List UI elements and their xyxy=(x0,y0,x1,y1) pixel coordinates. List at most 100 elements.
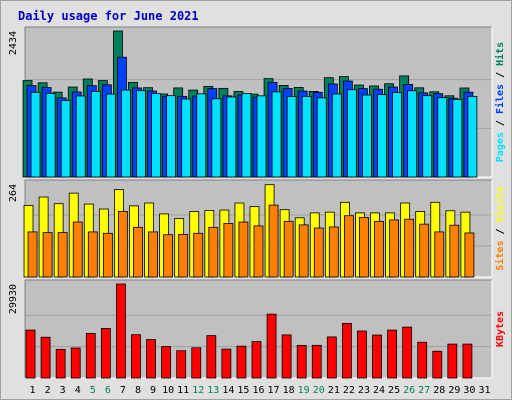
kbytes-bar-kbytes-day-12 xyxy=(191,347,202,379)
x-tick-day-4: 4 xyxy=(75,385,81,396)
x-tick-day-16: 16 xyxy=(252,385,264,396)
visits-sites-bar-sites-day-12 xyxy=(193,232,204,278)
x-tick-day-9: 9 xyxy=(150,385,156,396)
visits-sites-legend-visits: Visits xyxy=(494,186,506,222)
x-tick-day-5: 5 xyxy=(90,385,96,396)
visits-sites-bar-sites-day-28 xyxy=(434,231,445,278)
x-tick-day-10: 10 xyxy=(162,385,174,396)
kbytes-bar-kbytes-day-4 xyxy=(70,347,81,379)
kbytes-bar-kbytes-day-10 xyxy=(161,346,172,379)
hits-files-pages-bar-pages-day-2 xyxy=(45,92,56,178)
hits-files-pages-ymax-label: 2434 xyxy=(8,31,19,55)
kbytes-bar-kbytes-day-14 xyxy=(221,348,232,379)
hits-files-pages-bar-pages-day-25 xyxy=(392,92,402,178)
x-tick-day-21: 21 xyxy=(328,385,340,396)
hits-files-pages-bar-pages-day-24 xyxy=(377,94,387,178)
x-tick-day-29: 29 xyxy=(448,385,460,396)
visits-sites-bar-sites-day-17 xyxy=(268,204,279,278)
visits-sites-bar-sites-day-21 xyxy=(328,226,339,278)
hits-files-pages-legend: Pages / Files / Hits xyxy=(494,42,506,162)
x-tick-day-7: 7 xyxy=(120,385,126,396)
kbytes-bar-kbytes-day-13 xyxy=(206,335,217,379)
chart-title: Daily usage for June 2021 xyxy=(18,9,199,23)
kbytes-bar-kbytes-day-15 xyxy=(236,345,247,379)
hits-files-pages-bar-pages-day-7 xyxy=(121,89,131,178)
x-tick-day-11: 11 xyxy=(177,385,189,396)
hits-files-pages-bar-pages-day-3 xyxy=(60,100,71,178)
hits-files-pages-bar-pages-day-9 xyxy=(151,93,161,178)
visits-sites-ymax-label: 264 xyxy=(8,184,19,202)
kbytes-bar-kbytes-day-5 xyxy=(85,333,96,379)
kbytes-bar-kbytes-day-1 xyxy=(25,329,36,379)
visits-sites-bar-sites-day-30 xyxy=(464,232,475,278)
x-tick-day-22: 22 xyxy=(343,385,355,396)
visits-sites-bar-sites-day-13 xyxy=(208,226,219,278)
visits-sites-bar-sites-day-22 xyxy=(343,215,354,278)
kbytes-bar-kbytes-day-20 xyxy=(311,344,322,379)
hits-files-pages-bar-pages-day-22 xyxy=(346,89,357,178)
kbytes-bar-kbytes-day-8 xyxy=(131,334,141,379)
hits-files-pages-bar-pages-day-17 xyxy=(271,91,282,178)
visits-sites-bar-sites-day-1 xyxy=(27,231,38,278)
x-tick-day-20: 20 xyxy=(313,385,325,396)
visits-sites-legend-sites: Sites xyxy=(494,241,506,271)
hits-files-pages-bar-pages-day-10 xyxy=(166,95,177,178)
x-tick-day-23: 23 xyxy=(358,385,370,396)
hits-files-pages-legend-separator: / xyxy=(495,114,506,132)
x-tick-day-2: 2 xyxy=(45,385,51,396)
hits-files-pages-bar-pages-day-8 xyxy=(136,90,146,178)
hits-files-pages-bar-pages-day-26 xyxy=(407,90,418,178)
visits-sites-bar-sites-day-29 xyxy=(449,224,460,278)
x-tick-day-31: 31 xyxy=(478,385,490,396)
hits-files-pages-bar-pages-day-21 xyxy=(331,93,342,178)
hits-files-pages-bar-pages-day-5 xyxy=(90,91,101,178)
visits-sites-bar-sites-day-14 xyxy=(223,223,234,278)
x-tick-day-27: 27 xyxy=(418,385,430,396)
hits-files-pages-bar-pages-day-29 xyxy=(452,99,463,178)
kbytes-bar-kbytes-day-28 xyxy=(432,350,443,379)
kbytes-bar-kbytes-day-26 xyxy=(402,326,413,379)
kbytes-bar-kbytes-day-23 xyxy=(357,330,367,379)
x-tick-day-19: 19 xyxy=(298,385,310,396)
visits-sites-bar-sites-day-9 xyxy=(148,231,158,278)
x-tick-day-12: 12 xyxy=(192,385,204,396)
kbytes-bar-kbytes-day-21 xyxy=(326,336,337,379)
visits-sites-bar-sites-day-25 xyxy=(389,219,399,278)
visits-sites-bar-sites-day-5 xyxy=(87,231,98,278)
hits-files-pages-bar-pages-day-11 xyxy=(181,98,192,178)
hits-files-pages-bar-pages-day-14 xyxy=(226,96,237,178)
hits-files-pages-bar-pages-day-1 xyxy=(30,91,41,178)
x-tick-day-18: 18 xyxy=(283,385,295,396)
kbytes-legend: KBytes xyxy=(495,311,506,347)
x-tick-day-25: 25 xyxy=(388,385,400,396)
hits-files-pages-bar-pages-day-15 xyxy=(241,92,252,178)
visits-sites-bar-sites-day-26 xyxy=(404,218,415,278)
hits-files-pages-bar-pages-day-4 xyxy=(75,95,86,178)
hits-files-pages-bar-pages-day-18 xyxy=(286,96,297,178)
hits-files-pages-bar-pages-day-13 xyxy=(211,98,222,178)
hits-files-pages-legend-files: Files xyxy=(494,84,506,114)
kbytes-bar-kbytes-day-17 xyxy=(266,313,277,379)
hits-files-pages-bar-pages-day-23 xyxy=(362,94,372,178)
visits-sites-bar-sites-day-4 xyxy=(72,221,83,278)
hits-files-pages-bar-pages-day-6 xyxy=(105,93,116,178)
hits-files-pages-legend-pages: Pages xyxy=(495,132,506,162)
visits-sites-bar-sites-day-27 xyxy=(419,223,430,278)
x-tick-day-3: 3 xyxy=(60,385,66,396)
visits-sites-bar-sites-day-8 xyxy=(133,226,143,278)
kbytes-bar-kbytes-day-22 xyxy=(341,322,352,379)
kbytes-bar-kbytes-day-29 xyxy=(447,343,458,379)
x-tick-day-14: 14 xyxy=(222,385,234,396)
kbytes-bar-kbytes-day-11 xyxy=(176,350,187,379)
x-tick-day-28: 28 xyxy=(433,385,445,396)
visits-sites-bar-sites-day-2 xyxy=(42,232,53,278)
x-tick-day-17: 17 xyxy=(268,385,280,396)
visits-sites-bar-sites-day-19 xyxy=(298,224,309,278)
kbytes-bar-kbytes-day-9 xyxy=(146,339,156,379)
hits-files-pages-bar-pages-day-16 xyxy=(256,95,267,178)
visits-sites-bar-sites-day-16 xyxy=(253,225,264,278)
x-tick-day-24: 24 xyxy=(373,385,385,396)
kbytes-bar-kbytes-day-25 xyxy=(387,329,397,379)
kbytes-bar-kbytes-day-2 xyxy=(40,336,51,379)
visits-sites-legend: Sites / Visits xyxy=(494,186,506,270)
